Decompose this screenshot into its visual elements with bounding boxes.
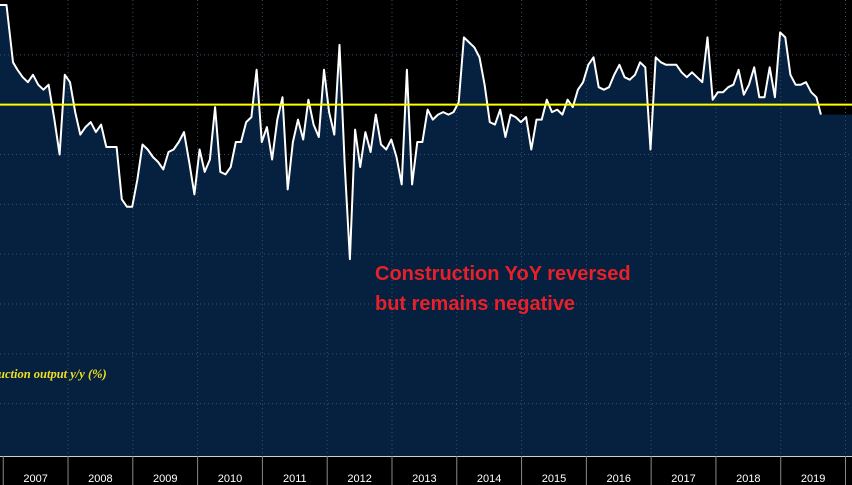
x-tick-label-2012: 2012 [347,473,371,485]
x-tick-label-2009: 2009 [153,473,177,485]
x-tick-label-2018: 2018 [736,473,760,485]
x-tick-label-2013: 2013 [412,473,436,485]
x-tick-label-2015: 2015 [542,473,566,485]
x-tick-label-2014: 2014 [477,473,501,485]
x-tick-label-2008: 2008 [88,473,112,485]
x-tick-label-2017: 2017 [671,473,695,485]
x-tick-label-2016: 2016 [607,473,631,485]
chart-annotation: Construction YoY reversed but remains ne… [375,259,631,319]
series-area [0,5,852,456]
legend-label: uction output y/y (%) [0,367,107,381]
x-axis-band [0,456,852,485]
annotation-line-1: Construction YoY reversed [375,263,631,285]
annotation-line-2: but remains negative [375,293,576,315]
x-tick-label-2019: 2019 [801,473,825,485]
x-tick-label-2007: 2007 [23,473,47,485]
series-line [0,4,822,261]
x-tick-label-2010: 2010 [218,473,242,485]
x-tick-label-2011: 2011 [283,473,307,485]
